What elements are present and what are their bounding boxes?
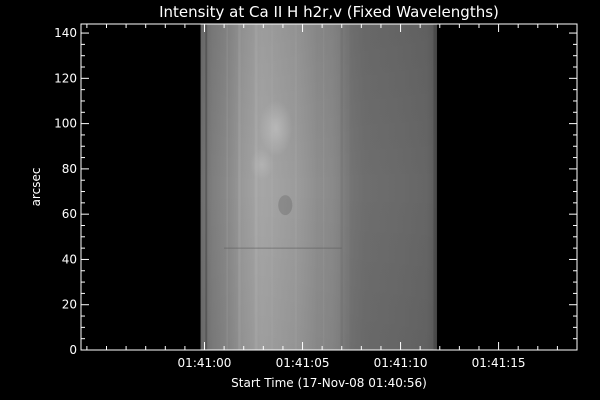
y-axis: 0 20 40 60 80 100 120 140 — [54, 26, 577, 357]
x-tick-label: 01:41:15 — [472, 356, 526, 370]
x-tick-label: 01:41:10 — [374, 356, 428, 370]
y-tick-label: 80 — [62, 162, 77, 176]
intensity-shading — [200, 24, 436, 350]
y-tick-label: 100 — [54, 117, 77, 131]
y-tick-label: 20 — [62, 298, 77, 312]
y-tick-label: 120 — [54, 71, 77, 85]
x-axis-label: Start Time (17-Nov-08 01:40:56) — [231, 376, 427, 390]
chart-title: Intensity at Ca II H h2r,v (Fixed Wavele… — [159, 3, 499, 21]
y-axis-label: arcsec — [29, 168, 43, 207]
x-tick-label: 01:41:05 — [276, 356, 330, 370]
y-tick-label: 60 — [62, 207, 77, 221]
y-tick-label: 40 — [62, 252, 77, 266]
intensity-band-structure — [200, 24, 438, 350]
intensity-image — [200, 24, 438, 350]
plot-frame — [80, 23, 578, 351]
y-tick-label: 140 — [54, 26, 77, 40]
x-axis: 01:41:00 01:41:05 01:41:10 01:41:15 — [86, 24, 578, 370]
x-tick-label: 01:41:00 — [178, 356, 232, 370]
y-tick-label: 0 — [69, 343, 77, 357]
